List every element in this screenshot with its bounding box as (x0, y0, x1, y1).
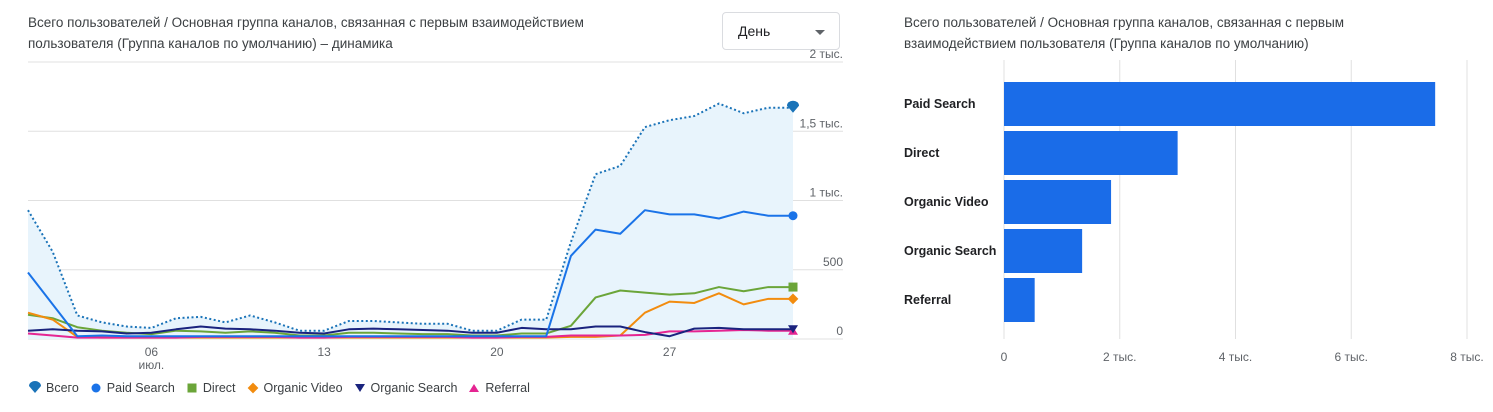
series-line-organic-search (27, 325, 793, 338)
legend-label: Organic Search (370, 381, 458, 395)
chevron-down-icon (815, 30, 825, 35)
total-area (28, 103, 793, 339)
legend-item: Organic Search (353, 381, 458, 395)
legend-item: Organic Video (246, 381, 343, 395)
x-tick-label: 6 тыс. (1335, 350, 1368, 364)
period-dropdown-value: День (738, 23, 771, 39)
end-marker-paid-search (788, 211, 798, 221)
y-tick-label: 0 (836, 324, 843, 338)
y-tick-label: 500 (823, 255, 843, 269)
series-paid-search (27, 209, 794, 338)
end-marker-organic-search (788, 325, 798, 334)
end-marker-direct (788, 282, 798, 292)
series-total (27, 102, 794, 332)
total-legend-icon (29, 381, 41, 393)
category-label: Direct (904, 146, 940, 160)
x-tick-label: 8 тыс. (1450, 350, 1483, 364)
legend-marker (247, 382, 258, 394)
x-tick-label: 06 (145, 345, 159, 359)
legend-marker (469, 384, 480, 392)
x-tick-label: 13 (317, 345, 331, 359)
series-line-direct (27, 286, 793, 337)
category-label: Referral (904, 293, 951, 307)
legend-label: Organic Video (263, 381, 343, 395)
x-tick-label: 2 тыс. (1103, 350, 1136, 364)
legend-label: Direct (202, 381, 236, 395)
legend-item: Paid Search (89, 381, 175, 395)
legend-label: Referral (485, 381, 530, 395)
y-tick-label: 1 тыс. (810, 186, 843, 200)
x-tick-label: 27 (663, 345, 677, 359)
bar (1004, 229, 1083, 273)
y-tick-label: 1,5 тыс. (800, 116, 843, 130)
category-label: Organic Search (904, 244, 996, 258)
legend-item: Referral (467, 381, 530, 395)
x-tick-label: 20 (490, 345, 504, 359)
end-marker-total (787, 100, 799, 113)
series-line-paid-search (27, 209, 793, 338)
legend-marker (29, 381, 41, 393)
bar (1004, 131, 1178, 175)
legend-label: Paid Search (106, 381, 175, 395)
legend-marker (91, 383, 101, 393)
legend-item: Всего (28, 381, 79, 395)
period-dropdown[interactable]: День (722, 12, 840, 50)
bar (1004, 180, 1112, 224)
x-tick-label: 0 (1001, 350, 1008, 364)
end-marker-organic-video (787, 293, 799, 305)
referral-legend-icon (469, 384, 480, 392)
legend-label: Всего (46, 381, 79, 395)
bar (1004, 82, 1436, 126)
line-chart-title: Всего пользователей / Основная группа ка… (28, 15, 584, 51)
series-organic-search (27, 325, 794, 338)
legend-item: Direct (185, 381, 236, 395)
legend-marker (187, 383, 197, 393)
bar (1004, 278, 1035, 322)
y-tick-label: 2 тыс. (810, 47, 843, 61)
organic-video-legend-icon (247, 382, 258, 394)
category-label: Organic Video (904, 195, 989, 209)
direct-legend-icon (187, 383, 197, 393)
paid-search-legend-icon (91, 383, 101, 393)
line-chart-legend: Всего Paid Search Direct Organic Video Organ… (28, 381, 540, 395)
legend-marker (354, 384, 365, 392)
x-tick-sublabel: июл. (138, 358, 164, 372)
bar-chart: 0 2 тыс. 4 тыс. 6 тыс. 8 тыс. Paid Search Dire… (904, 60, 1484, 364)
x-tick-label: 4 тыс. (1219, 350, 1252, 364)
category-label: Paid Search (904, 97, 976, 111)
bar-chart-title: Всего пользователей / Основная группа ка… (904, 15, 1345, 51)
organic-search-legend-icon (354, 384, 365, 392)
